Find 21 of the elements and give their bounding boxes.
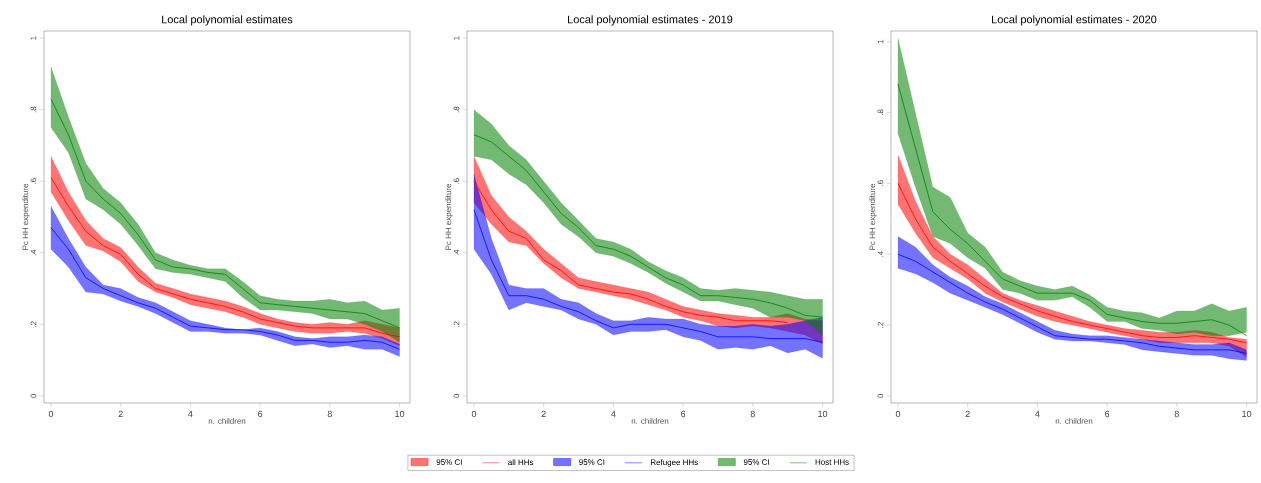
x-tick-label: 2 bbox=[965, 410, 970, 418]
x-tick-label: 0 bbox=[471, 410, 477, 418]
x-tick-label: 0 bbox=[895, 410, 901, 418]
x-tick-label: 4 bbox=[188, 410, 193, 417]
x-tick-label: 10 bbox=[395, 410, 405, 418]
chart-title: Local polynomial estimates bbox=[162, 15, 293, 26]
x-tick-label: 6 bbox=[681, 410, 686, 418]
x-tick-label: 10 bbox=[1242, 410, 1252, 418]
x-tick-label: 4 bbox=[1035, 410, 1040, 417]
x-tick-label: 0 bbox=[48, 410, 54, 418]
chart-title: Local polynomial estimates - 2020 bbox=[992, 15, 1157, 26]
x-tick-label: 4 bbox=[611, 410, 616, 417]
x-tick-label: 8 bbox=[750, 410, 755, 418]
chart-title: Local polynomial estimates - 2019 bbox=[568, 15, 733, 26]
x-tick-label: 2 bbox=[541, 410, 546, 418]
x-tick-label: 6 bbox=[1105, 410, 1110, 418]
x-tick-label: 2 bbox=[118, 410, 123, 418]
x-tick-label: 8 bbox=[1174, 410, 1179, 418]
x-tick-label: 6 bbox=[258, 410, 263, 418]
x-tick-label: 10 bbox=[818, 410, 828, 418]
x-tick-label: 8 bbox=[327, 410, 332, 418]
